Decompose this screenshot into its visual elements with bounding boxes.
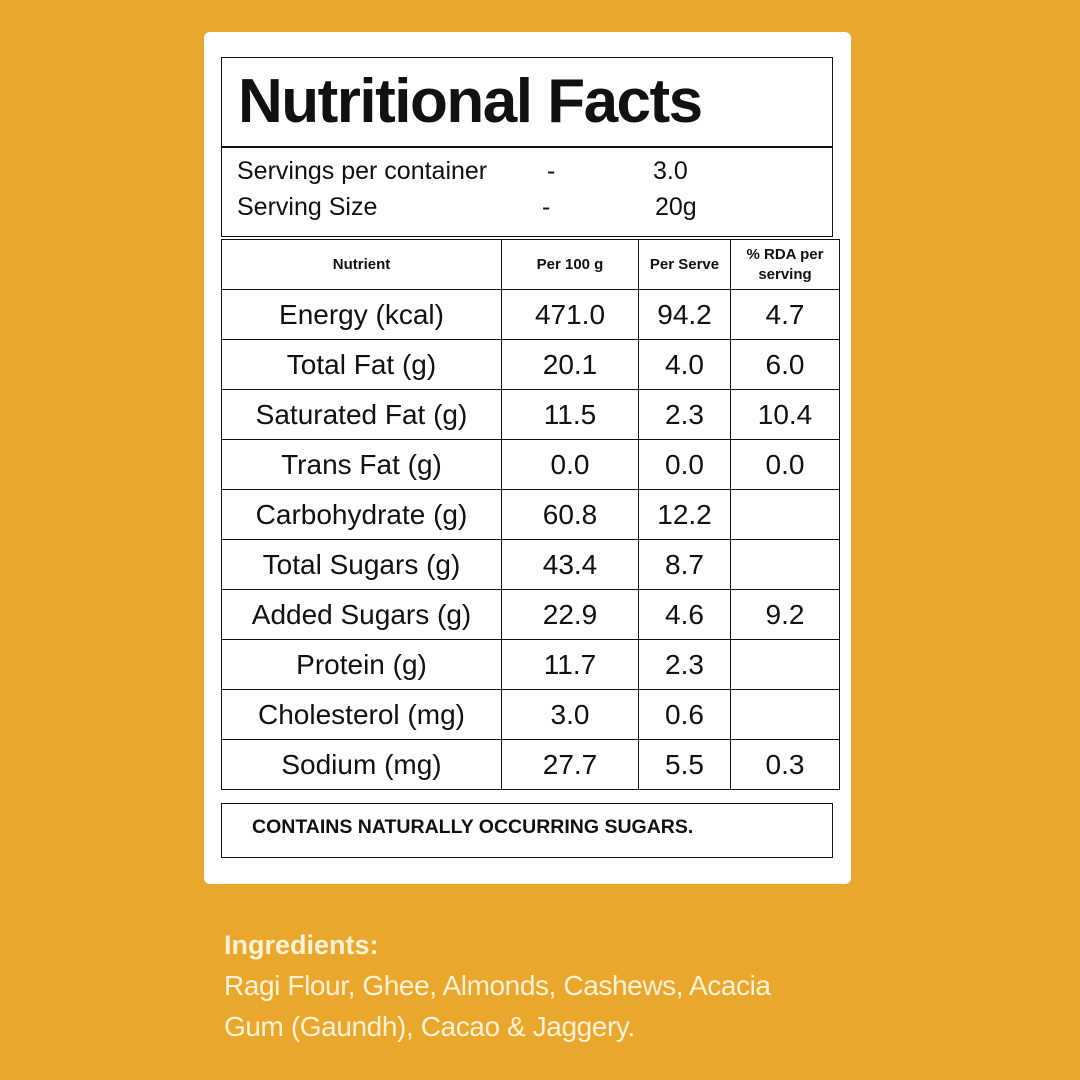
table-row: Total Fat (g) 20.1 4.0 6.0: [221, 339, 840, 390]
header-cell: Per 100 g: [501, 239, 639, 290]
value-cell: 5.5: [638, 739, 731, 790]
nutrient-cell: Trans Fat (g): [221, 439, 502, 490]
table-row: Sodium (mg) 27.7 5.5 0.3: [221, 739, 840, 790]
value-cell: 4.0: [638, 339, 731, 390]
empty-cell: [730, 639, 840, 690]
serving-label: Serving Size: [237, 193, 378, 221]
title: Nutritional Facts: [221, 57, 833, 148]
table-row: Protein (g) 11.7 2.3: [221, 639, 840, 690]
value-cell: 3.0: [501, 689, 639, 740]
servings-box: Servings per container - 3.0 Serving Size - 2…: [221, 146, 833, 237]
empty-cell: [730, 689, 840, 740]
empty-cell: [730, 489, 840, 540]
value-cell: 0.3: [730, 739, 840, 790]
value-cell: 11.7: [501, 639, 639, 690]
value-cell: 94.2: [638, 289, 731, 340]
serving-dash: -: [547, 157, 556, 185]
ingredients-heading: Ingredients:: [224, 930, 379, 960]
table-row: Trans Fat (g) 0.0 0.0 0.0: [221, 439, 840, 490]
nutrient-cell: Saturated Fat (g): [221, 389, 502, 440]
header-cell: Nutrient: [221, 239, 502, 290]
serving-label: Servings per container: [237, 157, 488, 185]
empty-cell: [730, 539, 840, 590]
nutrient-cell: Protein (g): [221, 639, 502, 690]
value-cell: 4.6: [638, 589, 731, 640]
serving-dash: -: [542, 193, 551, 221]
nutrition-table: Nutrient Per 100 g Per Serve% RDA per serv…: [221, 239, 840, 790]
nutrition-card: Nutritional Facts Servings per container…: [204, 32, 851, 884]
value-cell: 0.0: [730, 439, 840, 490]
value-cell: 9.2: [730, 589, 840, 640]
value-cell: 0.6: [638, 689, 731, 740]
table-row: Added Sugars (g) 22.9 4.6 9.2: [221, 589, 840, 640]
header-cell: % RDA per serving: [730, 239, 840, 290]
value-cell: 12.2: [638, 489, 731, 540]
value-cell: 43.4: [501, 539, 639, 590]
value-cell: 11.5: [501, 389, 639, 440]
table-row: Cholesterol (mg) 3.0 0.6: [221, 689, 840, 740]
value-cell: 27.7: [501, 739, 639, 790]
nutrient-cell: Cholesterol (mg): [221, 689, 502, 740]
serving-value: 3.0: [653, 157, 688, 185]
value-cell: 4.7: [730, 289, 840, 340]
ingredients-line: Gum (Gaundh), Cacao & Jaggery.: [224, 1011, 635, 1042]
table-row: Saturated Fat (g) 11.5 2.3 10.4: [221, 389, 840, 440]
serving-value: 20g: [655, 193, 697, 221]
value-cell: 60.8: [501, 489, 639, 540]
header-cell: Per Serve: [638, 239, 731, 290]
value-cell: 0.0: [501, 439, 639, 490]
nutrient-cell: Sodium (mg): [221, 739, 502, 790]
value-cell: 6.0: [730, 339, 840, 390]
nutrient-cell: Total Fat (g): [221, 339, 502, 390]
table-row: Total Sugars (g) 43.4 8.7: [221, 539, 840, 590]
value-cell: 20.1: [501, 339, 639, 390]
value-cell: 471.0: [501, 289, 639, 340]
value-cell: 2.3: [638, 639, 731, 690]
note: CONTAINS NATURALLY OCCURRING SUGARS.: [221, 803, 833, 858]
nutrient-cell: Total Sugars (g): [221, 539, 502, 590]
value-cell: 22.9: [501, 589, 639, 640]
header-row: Nutrient Per 100 g Per Serve% RDA per serv…: [221, 239, 840, 290]
nutrient-cell: Carbohydrate (g): [221, 489, 502, 540]
value-cell: 8.7: [638, 539, 731, 590]
table-row: Energy (kcal) 471.0 94.2 4.7: [221, 289, 840, 340]
value-cell: 0.0: [638, 439, 731, 490]
value-cell: 10.4: [730, 389, 840, 440]
ingredients-line: Ragi Flour, Ghee, Almonds, Cashews, Acac…: [224, 970, 771, 1001]
nutrient-cell: Energy (kcal): [221, 289, 502, 340]
value-cell: 2.3: [638, 389, 731, 440]
table-row: Carbohydrate (g) 60.8 12.2: [221, 489, 840, 540]
nutrient-cell: Added Sugars (g): [221, 589, 502, 640]
